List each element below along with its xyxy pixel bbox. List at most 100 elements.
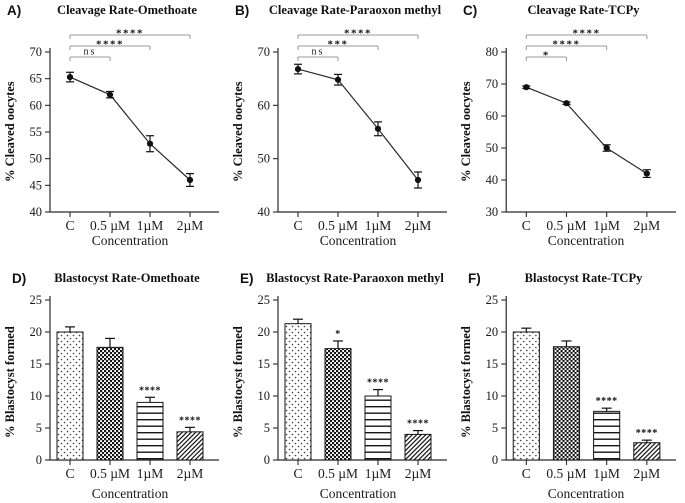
y-tick-label: 50 bbox=[258, 152, 271, 166]
significance-label: ns bbox=[84, 47, 97, 58]
panel-e-blastocyst-paraoxon: E) Blastocyst Rate-Paraoxon methyl % Bla… bbox=[228, 250, 456, 503]
y-tick-label: 25 bbox=[30, 293, 43, 307]
y-tick-label: 0 bbox=[36, 453, 42, 467]
chart-title-a: Cleavage Rate-Omethoate bbox=[57, 3, 197, 17]
data-line bbox=[526, 86, 648, 175]
significance-label: **** bbox=[96, 39, 124, 51]
chart-title-e: Blastocyst Rate-Paraoxon methyl bbox=[266, 271, 444, 285]
panel-d-blastocyst-omethoate: D) Blastocyst Rate-Omethoate % Blastocys… bbox=[0, 250, 228, 503]
x-tick-label: 2µM bbox=[177, 466, 204, 481]
significance-label: ns bbox=[312, 47, 325, 58]
y-tick-label: 70 bbox=[258, 45, 271, 59]
significance-label: *** bbox=[328, 39, 349, 51]
bar bbox=[324, 348, 352, 461]
significance-label: * bbox=[543, 50, 550, 62]
y-tick-label: 60 bbox=[30, 98, 43, 112]
x-tick-label: 0.5 µM bbox=[546, 466, 586, 481]
y-tick-label: 70 bbox=[30, 45, 43, 59]
y-tick-label: 10 bbox=[30, 389, 43, 403]
x-tick-label: C bbox=[522, 218, 531, 233]
y-tick-label: 65 bbox=[30, 72, 43, 86]
x-tick-label: C bbox=[293, 218, 302, 233]
panel-letter-d: D) bbox=[12, 271, 27, 286]
y-tick-label: 25 bbox=[258, 293, 271, 307]
chart-title-b: Cleavage Rate-Paraoxon methyl bbox=[268, 3, 442, 17]
data-line bbox=[297, 68, 419, 181]
bar bbox=[176, 431, 204, 461]
x-tick-label: 0.5 µM bbox=[546, 218, 586, 233]
bar bbox=[552, 346, 581, 461]
data-point bbox=[643, 170, 650, 177]
x-tick-label: 1µM bbox=[137, 466, 164, 481]
y-tick-label: 40 bbox=[30, 205, 43, 219]
bar bbox=[284, 323, 312, 461]
x-axis-label-e: Concentration bbox=[319, 486, 397, 501]
significance-label: **** bbox=[573, 28, 601, 40]
x-axis-label-f: Concentration bbox=[547, 486, 625, 501]
panel-b-cleavage-paraoxon: B) Cleavage Rate-Paraoxon methyl % Cleav… bbox=[228, 0, 456, 250]
x-axis-label-a: Concentration bbox=[91, 233, 169, 248]
y-tick-label: 20 bbox=[30, 325, 43, 339]
y-tick-label: 30 bbox=[486, 205, 499, 219]
data-point bbox=[334, 76, 342, 83]
significance-label: **** bbox=[179, 415, 201, 426]
panel-a-cleavage-omethoate: A) Cleavage Rate-Omethoate % Cleaved ooc… bbox=[0, 0, 228, 250]
y-tick-label: 5 bbox=[36, 421, 42, 435]
y-tick-label: 0 bbox=[264, 453, 270, 467]
y-tick-label: 80 bbox=[486, 45, 499, 59]
chart-canvas-f: 0 5 10 15 20 25 C 0.5 µM 1µM 2µM **** **** bbox=[486, 293, 676, 481]
data-point bbox=[186, 176, 194, 184]
significance-label: **** bbox=[116, 28, 144, 40]
y-tick-label: 20 bbox=[486, 325, 499, 339]
x-tick-label: C bbox=[65, 466, 74, 481]
data-point bbox=[146, 140, 154, 147]
x-tick-label: 2µM bbox=[634, 218, 661, 233]
significance-label: **** bbox=[407, 419, 429, 430]
data-point bbox=[523, 84, 530, 91]
y-tick-label: 15 bbox=[258, 357, 271, 371]
bar bbox=[633, 442, 661, 461]
x-tick-label: 2µM bbox=[405, 466, 432, 481]
x-axis-label-d: Concentration bbox=[91, 486, 169, 501]
x-tick-label: 1µM bbox=[593, 466, 620, 481]
panel-c-cleavage-tcpy: C) Cleavage Rate-TCPy % Cleaved oocytes … bbox=[456, 0, 685, 250]
bar bbox=[96, 346, 124, 461]
significance-label: **** bbox=[596, 396, 618, 407]
data-line bbox=[69, 76, 191, 181]
panel-letter-c: C) bbox=[463, 3, 478, 18]
bar bbox=[136, 401, 164, 461]
x-tick-label: 0.5 µM bbox=[318, 466, 358, 481]
x-tick-label: 0.5 µM bbox=[90, 466, 130, 481]
y-tick-label: 60 bbox=[258, 98, 271, 112]
x-tick-label: C bbox=[293, 466, 302, 481]
chart-canvas-d: 0 5 10 15 20 25 C 0.5 µM 1µM 2µM **** **** bbox=[30, 293, 219, 481]
y-tick-label: 15 bbox=[30, 357, 43, 371]
data-point bbox=[106, 91, 114, 98]
data-point bbox=[66, 73, 74, 81]
y-tick-label: 10 bbox=[486, 389, 499, 403]
x-tick-label: 1µM bbox=[365, 466, 392, 481]
y-tick-label: 20 bbox=[258, 325, 271, 339]
data-point bbox=[414, 176, 422, 184]
x-tick-label: 0.5 µM bbox=[318, 218, 358, 233]
y-tick-label: 40 bbox=[486, 173, 499, 187]
y-tick-label: 45 bbox=[30, 178, 43, 192]
x-tick-label: 0.5 µM bbox=[90, 218, 130, 233]
data-point bbox=[294, 65, 302, 73]
x-axis-label-b: Concentration bbox=[319, 233, 397, 248]
x-tick-label: C bbox=[65, 218, 74, 233]
significance-label: **** bbox=[636, 428, 658, 439]
x-tick-label: C bbox=[522, 466, 531, 481]
y-tick-label: 0 bbox=[492, 453, 498, 467]
significance-label: * bbox=[335, 329, 341, 340]
panel-f-blastocyst-tcpy: F) Blastocyst Rate-TCPy % Blastocyst for… bbox=[456, 250, 685, 503]
significance-label: **** bbox=[367, 378, 389, 389]
data-point bbox=[603, 144, 610, 152]
y-tick-label: 60 bbox=[486, 109, 499, 123]
x-tick-label: 1µM bbox=[365, 218, 392, 233]
